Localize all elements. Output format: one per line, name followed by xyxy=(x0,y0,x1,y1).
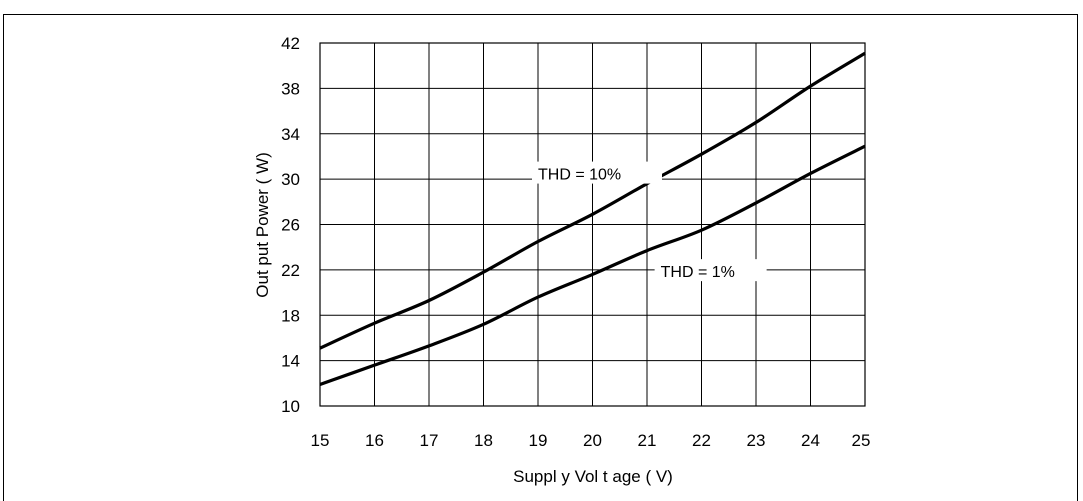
y-axis-tick-labels: 10 14 18 22 26 30 34 38 42 xyxy=(281,34,300,416)
x-tick-label: 15 xyxy=(311,431,330,450)
x-tick-label: 25 xyxy=(852,431,871,450)
series-lines xyxy=(319,51,866,386)
x-tick-label: 20 xyxy=(583,431,602,450)
x-axis-tick-labels: 15 16 17 18 19 20 21 22 23 24 25 xyxy=(311,431,871,450)
grid xyxy=(319,42,866,407)
x-tick-label: 21 xyxy=(638,431,657,450)
x-tick-label: 22 xyxy=(692,431,711,450)
y-tick-label: 14 xyxy=(281,352,300,371)
x-tick-label: 16 xyxy=(365,431,384,450)
y-axis-label: Out put Power ( W) xyxy=(253,152,272,297)
annotation-thd-10: THD = 10% xyxy=(538,167,621,184)
figure-frame xyxy=(3,14,1078,501)
x-tick-label: 19 xyxy=(529,431,548,450)
x-tick-label: 17 xyxy=(420,431,439,450)
y-tick-label: 30 xyxy=(281,170,300,189)
series-line-thd-1 xyxy=(319,144,866,386)
y-tick-label: 18 xyxy=(281,306,300,325)
annotations: THD = 10% THD = 1% xyxy=(532,161,767,282)
annotation-thd-1: THD = 1% xyxy=(661,264,735,281)
plot-area xyxy=(319,42,866,407)
y-tick-label: 34 xyxy=(281,125,300,144)
x-tick-label: 18 xyxy=(474,431,493,450)
y-tick-label: 42 xyxy=(281,34,300,53)
x-axis-label: Suppl y Vol t age ( V) xyxy=(513,467,673,486)
y-tick-label: 38 xyxy=(281,79,300,98)
x-tick-label: 24 xyxy=(801,431,820,450)
annotation-background xyxy=(532,161,662,184)
x-tick-label: 23 xyxy=(747,431,766,450)
plot-border xyxy=(319,42,866,407)
y-tick-label: 26 xyxy=(281,216,300,235)
annotation-background xyxy=(654,259,767,282)
y-tick-label: 22 xyxy=(281,261,300,280)
y-tick-label: 10 xyxy=(281,397,300,416)
series-line-thd-10 xyxy=(319,51,866,350)
